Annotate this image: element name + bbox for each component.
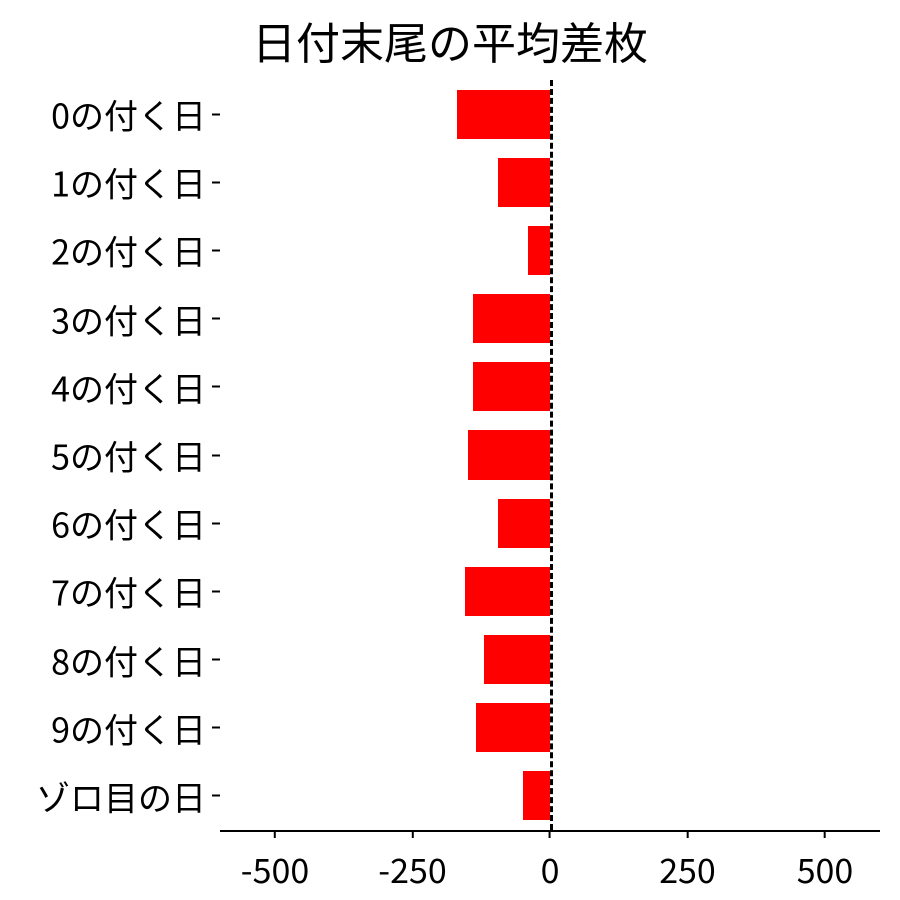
y-tick-label: 9の付く日 [51,703,206,752]
y-tick: 7の付く日 [51,567,220,616]
bar [473,362,550,411]
x-tick-label: 250 [659,844,716,893]
x-tick-mark [549,830,551,838]
x-tick: 500 [797,830,854,893]
y-tick: 6の付く日 [51,499,220,548]
y-tick-label: 3の付く日 [51,294,206,343]
y-tick-label: 5の付く日 [51,431,206,480]
y-tick-mark [212,522,220,524]
x-tick: -500 [241,830,309,893]
y-tick: 2の付く日 [51,226,220,275]
y-tick-mark [212,454,220,456]
y-tick-mark [212,659,220,661]
x-tick-mark [274,830,276,838]
chart-title: 日付末尾の平均差枚 [0,8,900,72]
y-tick-label: 6の付く日 [51,499,206,548]
bar [498,158,550,207]
y-tick-label: 1の付く日 [51,158,206,207]
chart-container: 日付末尾の平均差枚 0の付く日1の付く日2の付く日3の付く日4の付く日5の付く日… [0,0,900,900]
x-tick: 0 [541,830,560,893]
y-tick-label: ゾロ目の日 [36,771,206,820]
x-tick-label: 500 [797,844,854,893]
y-tick-label: 2の付く日 [51,226,206,275]
bar [468,430,551,479]
bar [528,226,550,275]
plot-area: 0の付く日1の付く日2の付く日3の付く日4の付く日5の付く日6の付く日7の付く日… [220,80,880,832]
y-tick: 1の付く日 [51,158,220,207]
y-tick: ゾロ目の日 [36,771,220,820]
bar [476,703,550,752]
y-tick-label: 7の付く日 [51,567,206,616]
bar [523,771,551,820]
x-tick-mark [824,830,826,838]
x-tick-mark [411,830,413,838]
x-tick-label: -500 [241,844,309,893]
y-tick-mark [212,590,220,592]
bar [473,294,550,343]
y-tick: 9の付く日 [51,703,220,752]
bar [484,635,550,684]
y-tick: 0の付く日 [51,90,220,139]
y-tick-mark [212,386,220,388]
x-tick: 250 [659,830,716,893]
y-tick: 4の付く日 [51,362,220,411]
bar [465,567,550,616]
y-tick-label: 4の付く日 [51,362,206,411]
y-tick-mark [212,727,220,729]
y-tick-mark [212,113,220,115]
y-tick-label: 0の付く日 [51,90,206,139]
y-tick: 5の付く日 [51,431,220,480]
zero-line [550,80,553,830]
bar [498,499,550,548]
x-tick-label: 0 [541,844,560,893]
x-tick: -250 [378,830,446,893]
x-tick-mark [687,830,689,838]
x-tick-label: -250 [378,844,446,893]
y-tick-mark [212,249,220,251]
y-tick: 3の付く日 [51,294,220,343]
y-tick-mark [212,318,220,320]
bar [457,90,551,139]
y-tick: 8の付く日 [51,635,220,684]
y-tick-label: 8の付く日 [51,635,206,684]
y-tick-mark [212,181,220,183]
y-tick-mark [212,795,220,797]
